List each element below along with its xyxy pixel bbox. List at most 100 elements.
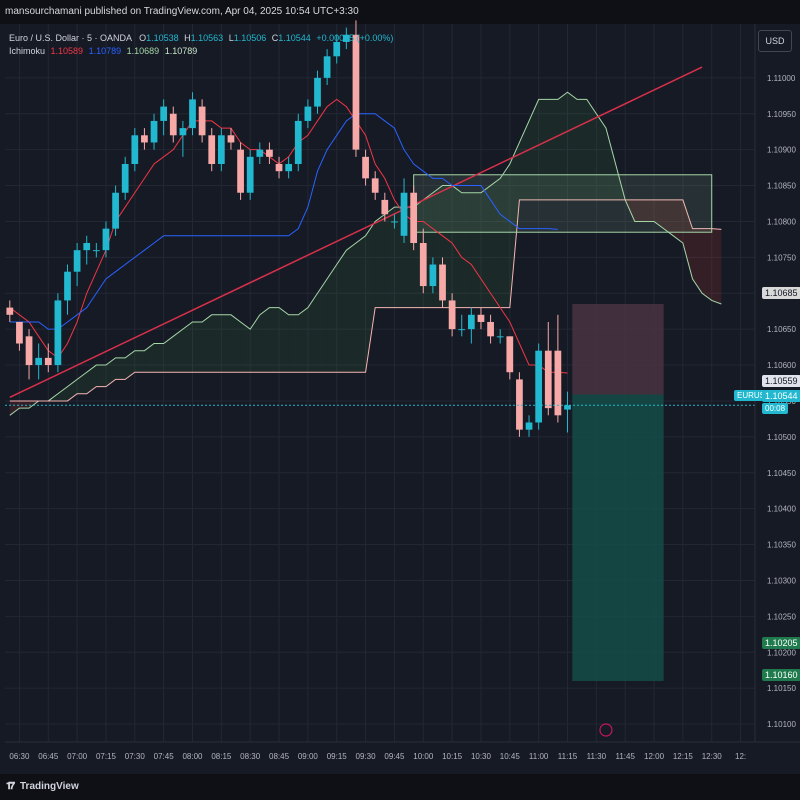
x-tick-label: 10:30	[471, 752, 492, 761]
candle-body	[227, 135, 235, 143]
symbol-tag: EURUSD	[734, 390, 774, 401]
x-tick-label: 12:15	[673, 752, 694, 761]
candle-body	[246, 156, 254, 193]
cloud-segment	[192, 321, 203, 373]
candle-body	[92, 250, 100, 252]
cloud-segment	[711, 228, 722, 305]
countdown-tag: 00:08	[762, 403, 789, 414]
open-label: O	[139, 33, 147, 43]
x-tick-label: 08:15	[211, 752, 232, 761]
y-tick-label: 1.10300	[767, 576, 796, 585]
candle-body	[275, 164, 283, 172]
price-chart[interactable]: 1.11000 1.10950 1.10900 1.10850 1.10800 1.107…	[0, 0, 800, 774]
close-label: C	[271, 33, 279, 43]
cloud-segment	[461, 192, 472, 308]
cloud-segment	[221, 314, 231, 373]
y-tick-label: 1.10900	[767, 146, 796, 155]
cloud-segment	[96, 365, 106, 387]
cloud-segment	[519, 120, 530, 200]
candle-body	[564, 405, 571, 410]
stop-level-price-tag: 1.10559	[762, 375, 800, 387]
y-tick-label: 1.10100	[767, 720, 796, 729]
cloud-segment	[134, 350, 145, 373]
cloud-segment	[125, 350, 135, 380]
chart-legend: Euro / U.S. Dollar · 5 · OANDA O1.10538 …	[9, 32, 393, 58]
candle-body	[44, 357, 52, 366]
low-label: L	[228, 33, 234, 43]
currency-button[interactable]: USD	[758, 30, 792, 52]
cloud-segment	[269, 307, 280, 373]
candle-body	[467, 314, 475, 330]
y-tick-label: 1.10200	[767, 648, 796, 657]
y-tick-label: 1.10950	[767, 110, 796, 119]
cloud-segment	[480, 185, 491, 308]
x-tick-label: 08:30	[240, 752, 261, 761]
cloud-segment	[250, 314, 260, 373]
candle-body	[304, 106, 312, 121]
candle-body	[217, 135, 225, 165]
cloud-segment	[317, 278, 328, 373]
candle-body	[448, 300, 456, 330]
cloud-segment	[211, 314, 222, 373]
x-tick-label: 10:45	[500, 752, 521, 761]
x-tick-label: 09:15	[327, 752, 348, 761]
candle-body	[333, 41, 341, 57]
candle-body	[35, 357, 43, 366]
candle-body	[54, 300, 62, 366]
x-tick-label: 08:00	[182, 752, 203, 761]
cloud-segment	[182, 321, 193, 373]
resistance-highlight-box	[413, 174, 713, 233]
x-tick-label: 08:45	[269, 752, 290, 761]
x-tick-label: 11:15	[558, 752, 578, 761]
ichimoku-span-a-line	[9, 91, 722, 416]
candle-body	[371, 178, 379, 193]
x-tick-label: 06:45	[38, 752, 59, 761]
ichimoku-row[interactable]: Ichimoku 1.10589 1.10789 1.10689 1.10789	[9, 45, 393, 58]
candle-body	[554, 350, 562, 416]
cloud-segment	[557, 92, 568, 200]
x-tick-label: 10:15	[442, 752, 463, 761]
candle-body	[323, 56, 331, 78]
symbol-label: Euro / U.S. Dollar · 5 · OANDA	[9, 33, 132, 43]
cloud-segment	[346, 242, 356, 373]
candle-body	[121, 164, 129, 193]
y-tick-label: 1.11000	[767, 74, 796, 83]
candle-body	[506, 336, 514, 373]
y-tick-label: 1.10800	[767, 217, 796, 226]
candle-body	[160, 106, 168, 121]
tradingview-brand-text: TradingView	[20, 781, 79, 792]
cloud-segment	[663, 199, 674, 236]
cloud-segment	[365, 221, 376, 373]
trendline	[9, 66, 703, 399]
x-tick-label: 07:00	[67, 752, 88, 761]
y-tick-label: 1.10400	[767, 505, 796, 514]
footer-bar: 𝟏𝟕 TradingView	[0, 774, 800, 800]
candle-body	[237, 149, 244, 193]
low-value: 1.10506	[233, 33, 267, 43]
cloud-segment	[336, 250, 347, 373]
y-tick-label: 1.10500	[767, 433, 796, 442]
y-tick-label: 1.10250	[767, 612, 796, 621]
cloud-segment	[288, 314, 299, 373]
target-1-price-tag: 1.10205	[762, 637, 800, 649]
take-profit-zone	[572, 394, 664, 681]
cloud-segment	[682, 199, 693, 279]
cloud-segment	[154, 343, 164, 373]
open-value: 1.10538	[146, 33, 179, 43]
y-tick-label: 1.10150	[767, 684, 796, 693]
y-tick-label: 1.10750	[767, 253, 796, 262]
ichimoku-kijun-value: 1.10789	[88, 46, 122, 56]
cloud-segment	[77, 372, 87, 394]
candle-body	[141, 135, 148, 143]
tradingview-logo[interactable]: 𝟏𝟕 TradingView	[6, 781, 79, 792]
ichimoku-kijun-line	[9, 113, 558, 330]
flash-alert-icon	[599, 723, 613, 737]
x-tick-label: 06:30	[9, 752, 30, 761]
symbol-ohlc-row[interactable]: Euro / U.S. Dollar · 5 · OANDA O1.10538 …	[9, 32, 393, 45]
cloud-segment	[692, 228, 703, 294]
x-tick-label: 12:30	[702, 752, 723, 761]
x-tick-label: 09:45	[384, 752, 405, 761]
x-tick-label: 12:	[735, 752, 746, 761]
stop-loss-zone	[572, 304, 664, 395]
candle-body	[6, 307, 14, 315]
